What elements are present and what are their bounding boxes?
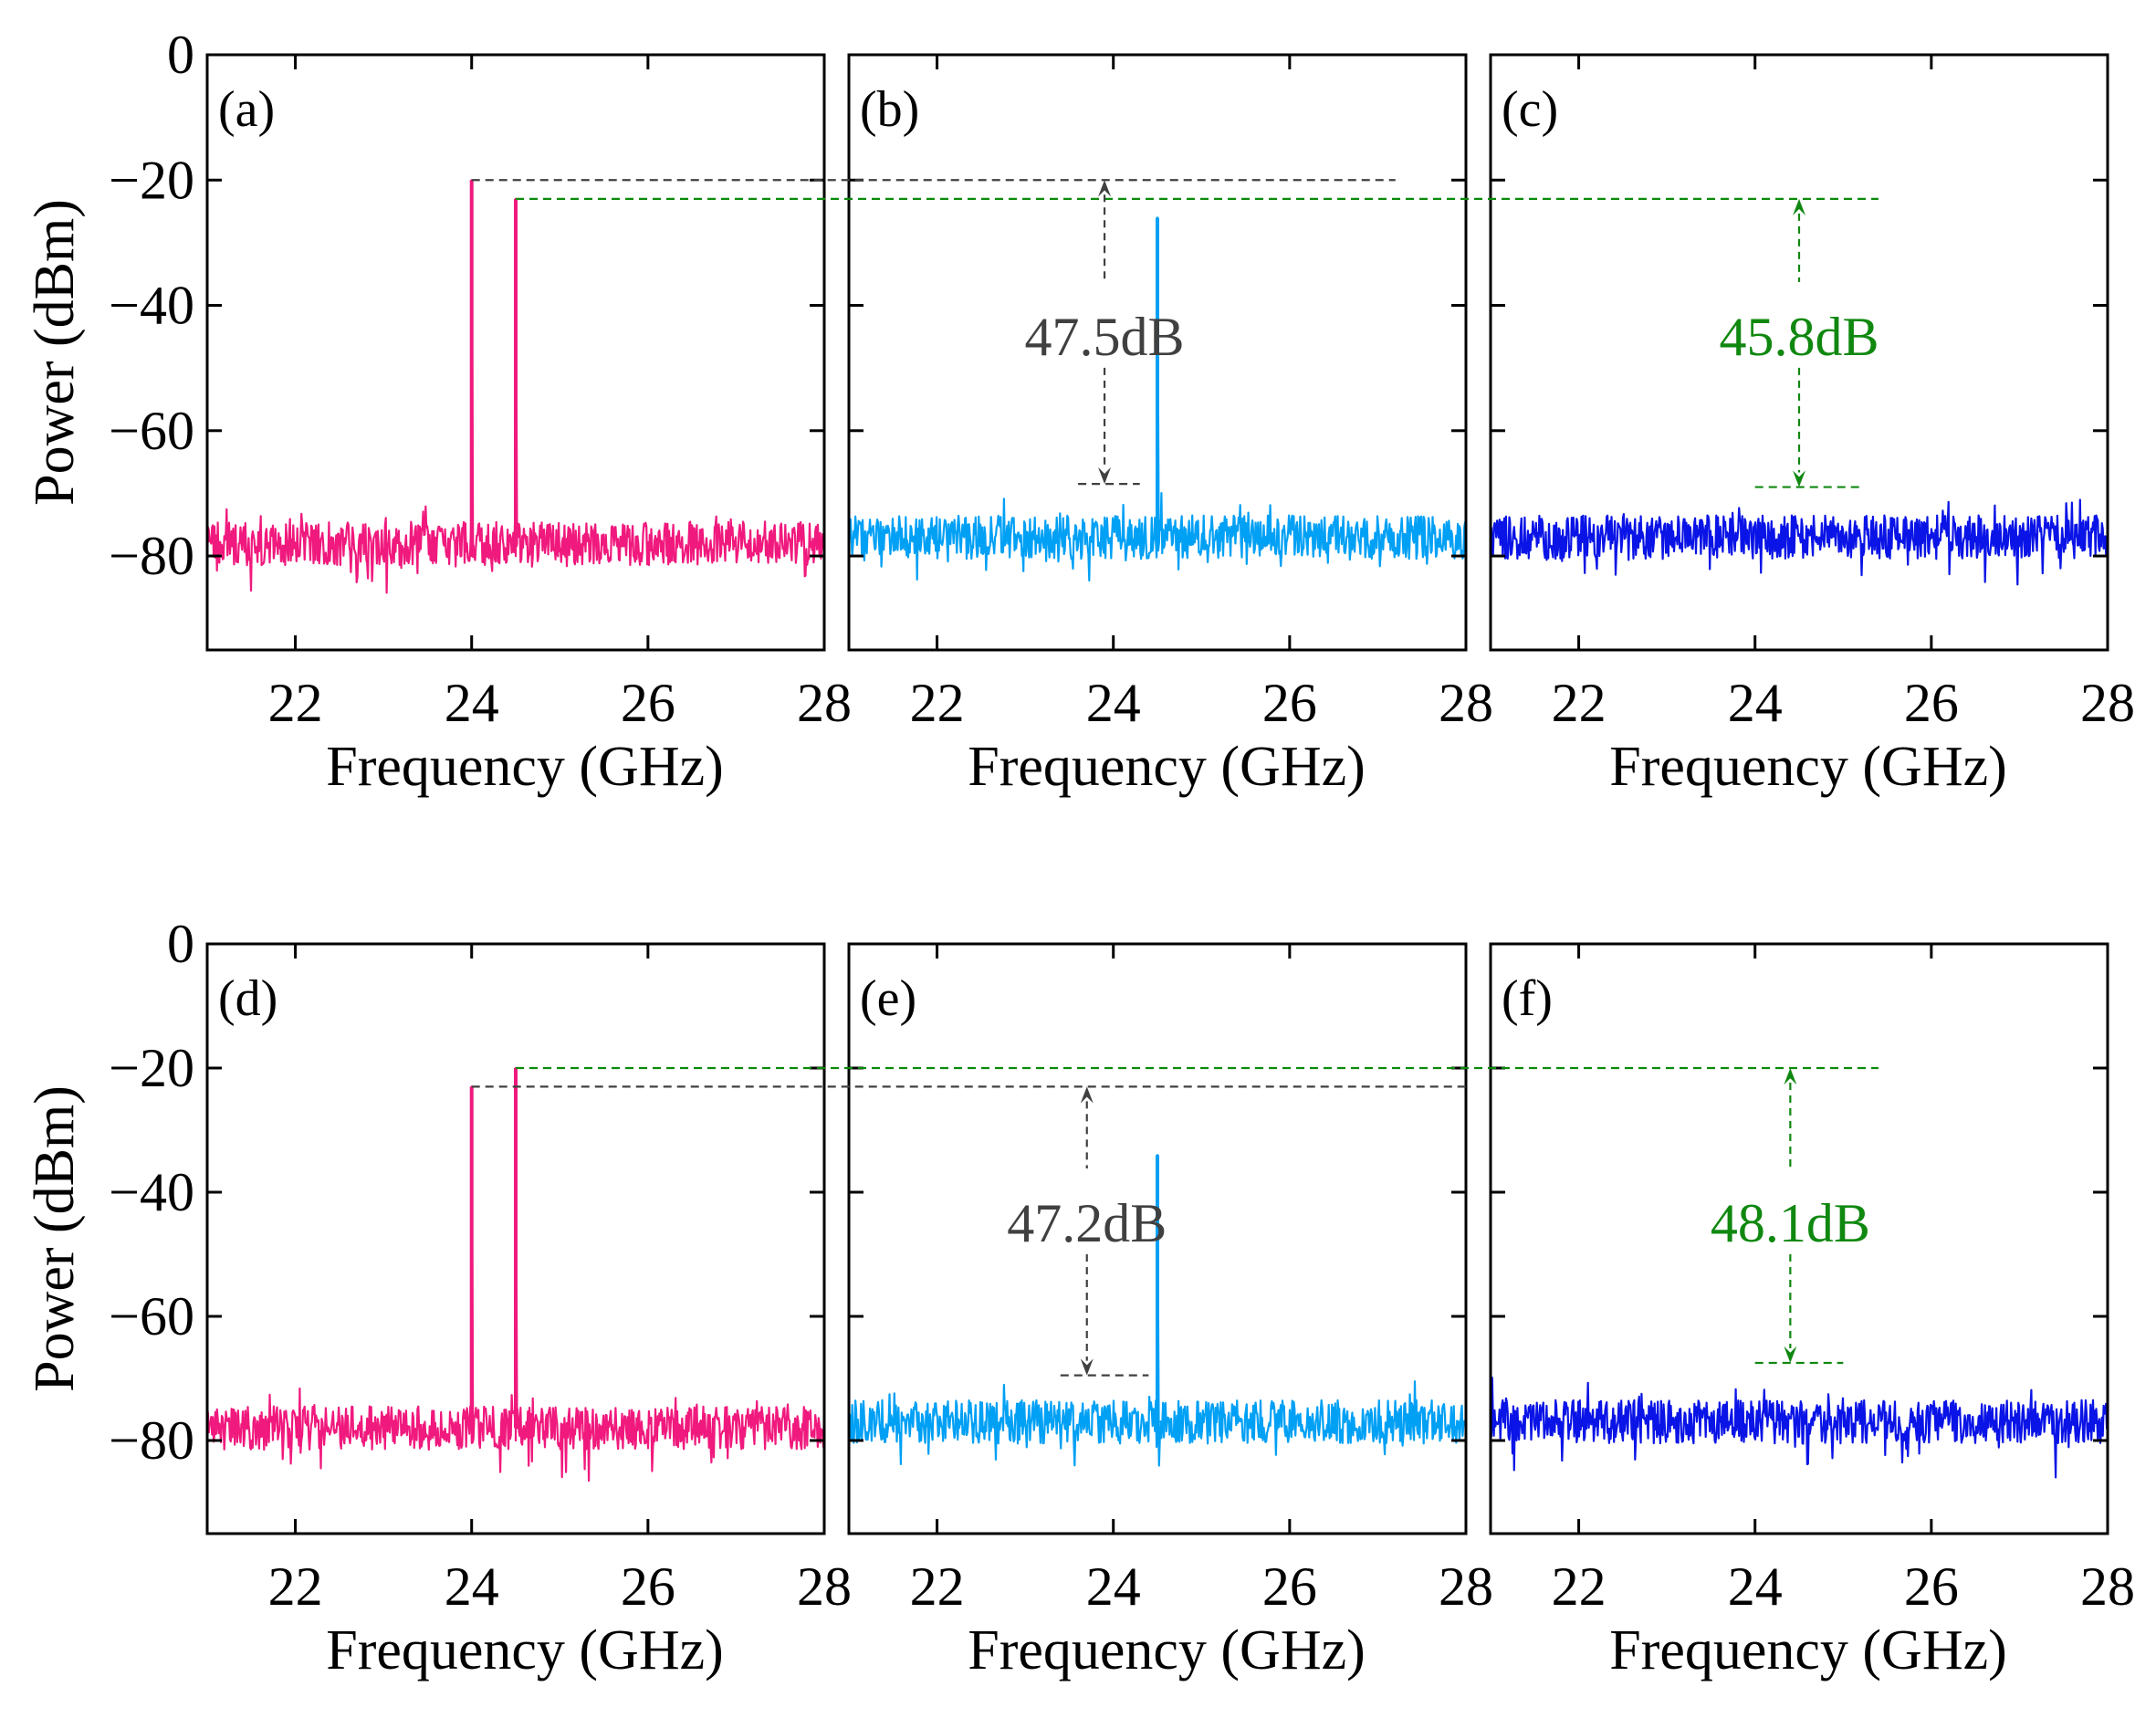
y-tick-label: −40 [109,1162,194,1222]
x-tick-label: 26 [1904,673,1959,733]
arrow-down-f [1784,1346,1797,1363]
plot-frame-c [1489,53,2109,652]
y-axis-title: Power (dBm) [24,199,86,506]
series-trace-c [1489,498,2109,586]
y-tick-label: 0 [167,25,194,85]
y-tick-label: −20 [109,1038,194,1098]
y-tick-label: −60 [109,1286,194,1346]
traces-layer [205,179,2109,1482]
x-axis-title: Frequency (GHz) [968,736,1366,798]
x-axis-title: Frequency (GHz) [326,736,724,798]
x-tick-label: 26 [1904,1556,1959,1617]
y-tick-label: −40 [109,276,194,336]
y-axis-title: Power (dBm) [24,1085,86,1392]
measurement-label-c: 45.8dB [1719,307,1879,367]
arrow-up-e [1080,1086,1094,1104]
y-tick-label: −60 [109,401,194,461]
x-axis-title: Frequency (GHz) [968,1619,1366,1681]
x-tick-label: 26 [1262,673,1317,733]
plot-frame-a [205,53,826,652]
x-tick-label: 28 [2080,1556,2135,1617]
x-tick-label: 22 [268,673,323,733]
x-tick-label: 24 [1086,1556,1141,1617]
x-tick-label: 28 [797,1556,852,1617]
panel-label-b: (b) [860,81,919,138]
x-axis-title: Frequency (GHz) [1609,1619,2007,1681]
x-tick-label: 24 [1728,1556,1783,1617]
x-tick-label: 22 [1552,673,1607,733]
arrow-up-c [1793,198,1805,216]
x-tick-label: 22 [268,1556,323,1617]
plot-frame-b [847,53,1468,652]
labels-layer: 22 24 26 28 0 −20 −40 −60 −80 Frequency (GHz) Powe… [24,25,2135,1681]
x-tick-label: 26 [1262,1556,1317,1617]
arrow-down-b [1098,466,1112,485]
x-tick-label: 28 [797,673,852,733]
x-tick-label: 24 [1086,673,1141,733]
x-tick-label: 24 [445,1556,499,1617]
x-tick-label: 28 [1439,673,1493,733]
measurement-label-e: 47.2dB [1007,1193,1167,1253]
arrow-up-b [1098,180,1112,197]
x-tick-label: 28 [1439,1556,1493,1617]
x-axis-title: Frequency (GHz) [1609,736,2007,798]
x-tick-label: 24 [1728,673,1783,733]
arrow-down-c [1793,470,1805,487]
x-tick-label: 22 [1552,1556,1607,1617]
y-tick-label: −20 [109,150,194,210]
measurement-label-b: 47.5dB [1025,307,1185,367]
panel-label-f: (f) [1502,970,1553,1027]
y-tick-label: 0 [167,914,194,974]
arrow-down-e [1080,1358,1094,1376]
plot-frame-d [205,942,826,1535]
measurement-label-f: 48.1dB [1711,1193,1870,1253]
x-tick-label: 28 [2080,673,2135,733]
x-axis-title: Frequency (GHz) [326,1619,724,1681]
panel-label-e: (e) [860,970,916,1027]
plot-frame-f [1489,942,2109,1535]
x-tick-label: 26 [621,1556,675,1617]
y-tick-label: −80 [109,1410,194,1471]
panel-label-c: (c) [1502,81,1558,138]
x-tick-label: 22 [910,673,965,733]
series-trace-f [1489,1377,2109,1479]
panel-label-d: (d) [218,970,277,1027]
overlay-layer [471,179,1879,1377]
x-tick-label: 24 [445,673,499,733]
panel-label-a: (a) [218,81,275,138]
x-tick-label: 22 [910,1556,965,1617]
x-tick-label: 26 [621,673,675,733]
arrow-up-f [1784,1068,1797,1085]
y-tick-label: −80 [109,526,194,586]
plot-frame-e [847,942,1468,1535]
